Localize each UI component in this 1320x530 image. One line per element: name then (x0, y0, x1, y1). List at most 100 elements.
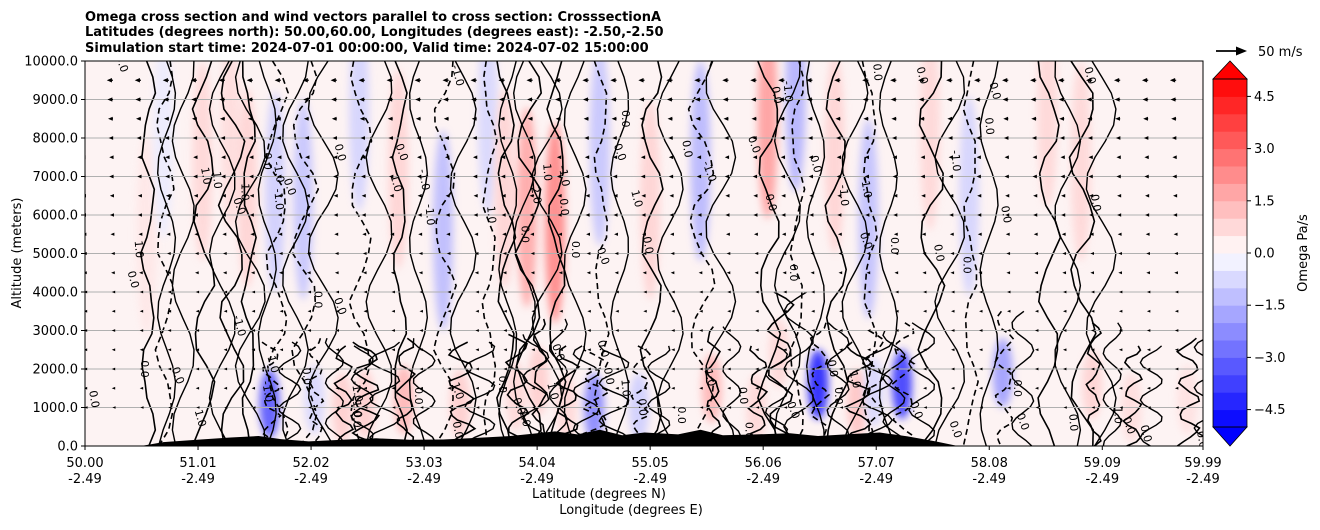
wind-vector-556 (1090, 329, 1095, 332)
wind-vector-601 (111, 367, 116, 371)
omega-region-43 (1070, 61, 1092, 262)
wind-vector-649 (335, 386, 339, 390)
wind-vector-236 (1088, 174, 1093, 179)
wind-vector-378 (586, 252, 591, 255)
wind-vector-530 (363, 329, 367, 332)
wind-vector-310 (921, 213, 926, 217)
contour-label-83: 0.0 (982, 117, 996, 136)
wind-vector-318 (1145, 213, 1150, 217)
wind-vector-708 (867, 406, 871, 409)
wind-vector-584 (755, 348, 759, 352)
wind-vector-377 (558, 252, 563, 255)
wind-vector-58 (583, 97, 589, 102)
wind-vector-274 (1033, 194, 1038, 198)
wind-vector-125 (220, 136, 226, 140)
wind-vector-718 (1147, 406, 1151, 409)
wind-vector-485 (223, 309, 228, 313)
wind-vector-486 (251, 309, 256, 313)
wind-vector-137 (556, 136, 561, 140)
wind-vector-563 (167, 348, 172, 352)
wind-vector-634 (1035, 367, 1039, 371)
wind-vector-266 (809, 194, 814, 198)
wind-vector-311 (949, 213, 954, 217)
contour-label-43: 0.0 (557, 198, 571, 217)
wind-vector-491 (391, 309, 395, 313)
wind-vector-454 (475, 290, 479, 294)
wind-vector-106 (807, 116, 813, 121)
wind-vector-199 (1172, 155, 1177, 160)
wind-vector-614 (475, 367, 479, 371)
wind-vector-190 (920, 155, 925, 160)
wind-vector-195 (1060, 155, 1065, 160)
omega-region-42 (1037, 61, 1058, 208)
wind-vector-201 (109, 174, 114, 179)
wind-vector-344 (753, 232, 758, 236)
wind-vector-key: 50 m/s (1216, 45, 1303, 60)
wind-vector-447 (279, 290, 284, 294)
wind-vector-94 (471, 116, 477, 121)
wind-vector-585 (783, 348, 787, 352)
wind-vector-673 (1007, 386, 1011, 390)
wind-vector-142 (696, 136, 701, 140)
wind-vector-568 (307, 348, 312, 352)
wind-vector-18 (582, 77, 589, 83)
wind-vector-261 (669, 194, 674, 198)
wind-vector-253 (445, 194, 450, 198)
wind-vector-128 (304, 136, 310, 140)
wind-vector-499 (615, 309, 619, 313)
wind-vector-15 (498, 77, 505, 83)
wind-vector-603 (167, 367, 172, 371)
wind-vector-698 (587, 406, 592, 409)
colorbar-band-4 (1213, 340, 1247, 358)
wind-vector-547 (839, 329, 843, 332)
wind-vector-670 (923, 386, 927, 390)
wind-vector-111 (947, 116, 953, 121)
wind-vector-67 (834, 97, 841, 102)
wind-vector-90 (359, 116, 365, 121)
contour-line-zero-45 (1139, 345, 1163, 446)
x-tick-lon-1: -2.49 (181, 472, 215, 487)
wind-vector-572 (419, 348, 423, 352)
colorbar-band-14 (1213, 166, 1247, 184)
wind-vector-327 (278, 232, 283, 236)
wind-vector-247 (277, 194, 282, 198)
wind-vector-500 (643, 309, 647, 313)
omega-region-46 (1177, 365, 1198, 435)
contour-line-zero-33 (826, 322, 850, 446)
wind-vector-204 (193, 174, 198, 179)
contour-label-41: 1.0 (544, 381, 561, 401)
colorbar: 4.5 3.0 1.5 0.0 −1.5 −3.0 −4.5 Omega Pa/s (1212, 60, 1311, 447)
wind-vector-674 (1035, 386, 1039, 390)
wind-vector-334 (474, 232, 479, 236)
wind-vector-276 (1089, 194, 1094, 198)
colorbar-tick-label-3: 0.0 (1254, 247, 1275, 262)
wind-vector-133 (444, 136, 449, 140)
wind-vector-505 (783, 309, 787, 313)
wind-vector-314 (1033, 213, 1038, 217)
contour-label-26: 1.0 (388, 173, 405, 193)
wind-vector-444 (195, 290, 200, 294)
wind-vector-655 (503, 386, 507, 390)
omega-region-10 (349, 61, 370, 212)
wind-vector-663 (727, 386, 731, 390)
wind-vector-294 (473, 213, 478, 217)
wind-vector-387 (838, 252, 843, 255)
wind-vector-31 (946, 77, 953, 83)
wind-vector-149 (892, 136, 897, 140)
wind-vector-225 (780, 174, 786, 179)
wind-vector-397 (1118, 252, 1122, 255)
contour-label-33: 1.0 (484, 205, 498, 224)
wind-vector-677 (1118, 386, 1123, 390)
wind-vector-466 (811, 290, 815, 294)
wind-vector-623 (727, 367, 731, 371)
wind-vector-73 (1002, 97, 1009, 102)
wind-vector-112 (975, 116, 981, 121)
contour-label-31: -1.0 (449, 63, 467, 87)
wind-vector-621 (671, 367, 675, 371)
wind-vector-554 (1035, 329, 1039, 332)
colorbar-extend-top (1212, 60, 1248, 80)
wind-vector-581 (671, 348, 675, 352)
wind-vector-396 (1090, 252, 1094, 255)
wind-vector-358 (1145, 232, 1150, 236)
